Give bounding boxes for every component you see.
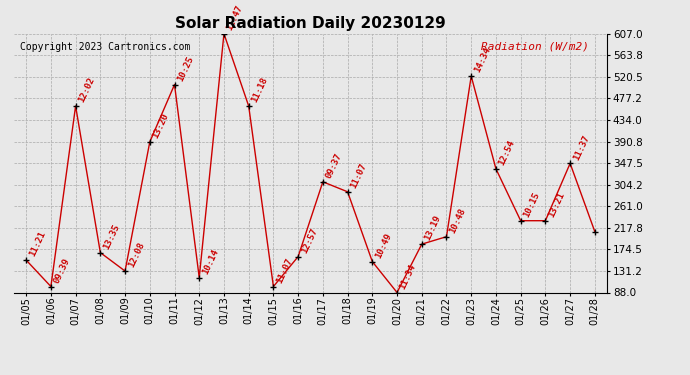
Text: 11:47: 11:47: [225, 4, 245, 32]
Text: 12:08: 12:08: [126, 241, 146, 269]
Text: 11:34: 11:34: [398, 262, 417, 291]
Text: 14:34: 14:34: [473, 46, 492, 74]
Text: 10:25: 10:25: [176, 54, 195, 82]
Text: Radiation (W/m2): Radiation (W/m2): [482, 42, 589, 51]
Text: 09:39: 09:39: [52, 256, 72, 285]
Text: 12:54: 12:54: [497, 139, 517, 167]
Text: 10:48: 10:48: [448, 207, 467, 235]
Text: 09:37: 09:37: [324, 152, 344, 180]
Text: 11:21: 11:21: [28, 230, 47, 258]
Text: 11:07: 11:07: [349, 162, 368, 190]
Text: 13:35: 13:35: [101, 222, 121, 251]
Text: 10:14: 10:14: [201, 248, 220, 276]
Text: 13:19: 13:19: [423, 214, 442, 242]
Text: 12:57: 12:57: [299, 226, 319, 255]
Text: 12:02: 12:02: [77, 76, 97, 104]
Text: 10:15: 10:15: [522, 190, 542, 219]
Text: 11:37: 11:37: [571, 133, 591, 161]
Text: 11:18: 11:18: [250, 76, 269, 104]
Text: 11:07: 11:07: [275, 256, 294, 285]
Text: 10:49: 10:49: [373, 231, 393, 260]
Title: Solar Radiation Daily 20230129: Solar Radiation Daily 20230129: [175, 16, 446, 31]
Text: Copyright 2023 Cartronics.com: Copyright 2023 Cartronics.com: [20, 42, 190, 51]
Text: 13:21: 13:21: [546, 190, 566, 219]
Text: 13:20: 13:20: [151, 112, 170, 140]
